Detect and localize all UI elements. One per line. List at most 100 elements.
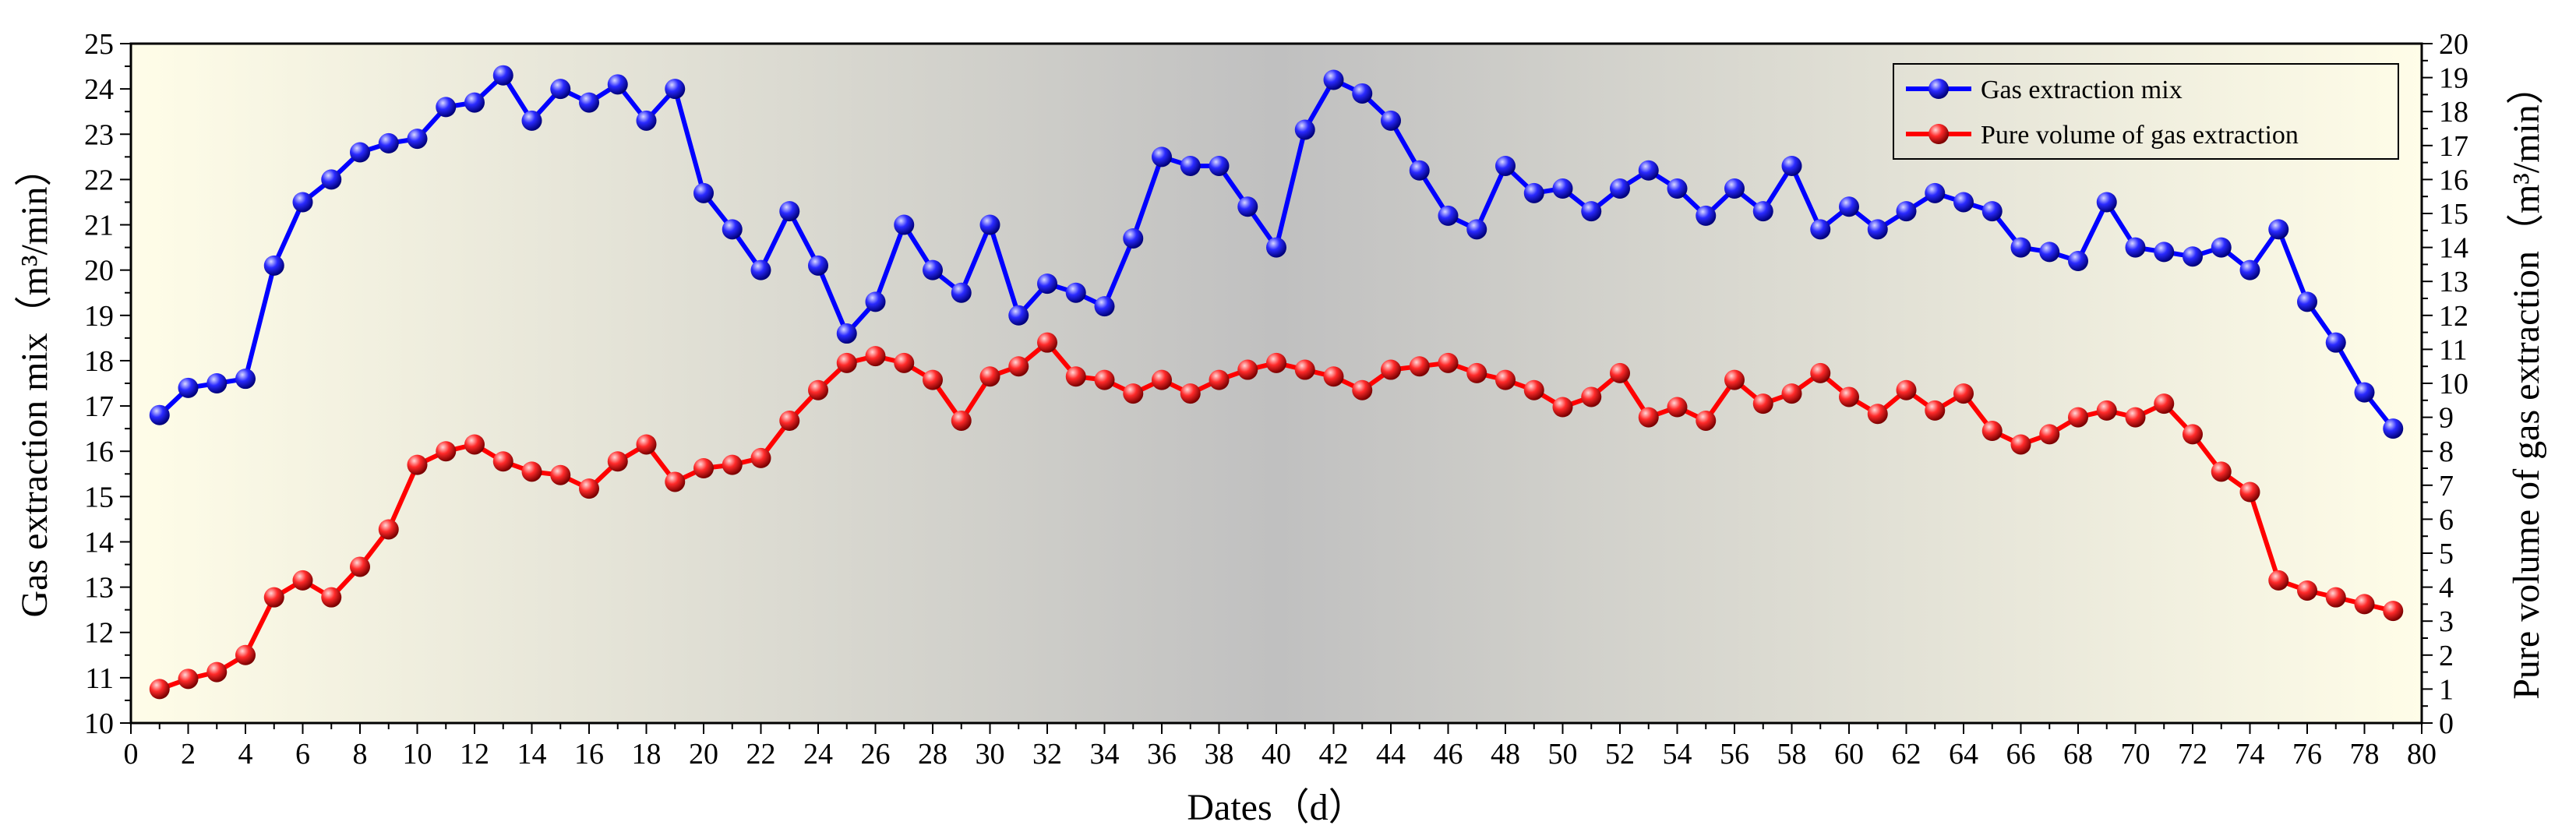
gas-extraction-mix-point [2154, 242, 2175, 263]
legend-pure-volume-marker [1928, 124, 1949, 144]
right-tick-label: 16 [2439, 164, 2468, 196]
gas-extraction-mix-point [1752, 201, 1773, 222]
x-tick-label: 12 [460, 738, 489, 771]
pure-volume-point [2183, 424, 2203, 445]
pure-volume-point [665, 471, 686, 492]
gas-extraction-mix-point [1581, 201, 1602, 222]
pure-volume-point [2383, 601, 2404, 622]
pure-volume-point [1696, 410, 1717, 431]
gas-extraction-mix-point [1409, 160, 1430, 181]
gas-extraction-mix-point [665, 79, 686, 100]
gas-extraction-mix-point [722, 219, 743, 240]
x-tick-label: 18 [632, 738, 662, 771]
right-tick-label: 17 [2439, 130, 2468, 163]
gas-extraction-mix-point [235, 369, 256, 390]
right-y-axis-title: Pure volume of gas extraction（m³/min） [2506, 67, 2547, 700]
pure-volume-point [492, 451, 513, 472]
gas-extraction-mix-point [2268, 219, 2289, 240]
x-axis-title: Dates（d） [1187, 787, 1365, 828]
pure-volume-point [2125, 407, 2146, 428]
gas-extraction-mix-point [1667, 178, 1688, 199]
pure-volume-point [321, 587, 342, 608]
left-tick-label: 25 [84, 28, 114, 61]
gas-extraction-mix-point [321, 169, 342, 190]
pure-volume-point [979, 366, 1000, 387]
pure-volume-point [1323, 366, 1344, 387]
right-tick-label: 9 [2439, 402, 2454, 435]
x-tick-label: 22 [746, 738, 776, 771]
pure-volume-point [750, 447, 771, 468]
x-tick-label: 16 [574, 738, 604, 771]
right-tick-label: 11 [2439, 333, 2468, 366]
x-tick-label: 74 [2235, 738, 2265, 771]
pure-volume-point [1981, 421, 2003, 442]
gas-extraction-mix-point [1810, 219, 1831, 240]
pure-volume-point [836, 352, 857, 373]
gas-extraction-mix-point [1724, 178, 1745, 199]
gas-extraction-mix-point [979, 214, 1000, 235]
right-tick-label: 19 [2439, 62, 2468, 95]
x-tick-label: 20 [689, 738, 718, 771]
pure-volume-point [1552, 397, 1573, 418]
gas-extraction-mix-point [1209, 155, 1230, 176]
left-y-axis: 10 11 12 13 14 15 16 17 18 19 20 21 22 23 24 25 [84, 28, 131, 740]
x-axis: 0 2 4 6 8 10 12 14 16 18 20 22 24 26 28 30 32 34 36 38 40 42 4… [124, 723, 2437, 771]
gas-extraction-mix-point [1152, 146, 1172, 168]
x-tick-label: 46 [1434, 738, 1463, 771]
gas-extraction-mix-point [2183, 246, 2203, 267]
gas-extraction-mix-point [1466, 219, 1487, 240]
x-tick-label: 0 [124, 738, 139, 771]
x-tick-label: 34 [1090, 738, 1120, 771]
left-tick-label: 14 [84, 526, 114, 559]
left-tick-label: 20 [84, 255, 114, 287]
gas-extraction-mix-point [2068, 251, 2088, 272]
pure-volume-point [1065, 366, 1086, 387]
pure-volume-point [808, 379, 828, 400]
left-tick-label: 13 [84, 572, 114, 605]
pure-volume-point [550, 464, 571, 485]
gas-extraction-mix-point [1925, 182, 1946, 203]
gas-extraction-mix-point [521, 110, 542, 131]
pure-volume-point [1581, 386, 1602, 407]
gas-extraction-mix-point [1953, 192, 1974, 213]
gas-extraction-mix-point [923, 259, 943, 280]
x-tick-label: 58 [1777, 738, 1807, 771]
right-tick-label: 2 [2439, 640, 2454, 672]
gas-extraction-mix-point [1381, 110, 1401, 131]
gas-extraction-mix-point [378, 132, 399, 153]
x-tick-label: 2 [181, 738, 196, 771]
pure-volume-point [2211, 461, 2232, 482]
right-tick-label: 13 [2439, 266, 2468, 298]
left-tick-label: 18 [84, 345, 114, 378]
x-tick-label: 62 [1892, 738, 1921, 771]
gas-extraction-mix-point [1610, 178, 1630, 199]
gas-extraction-mix-point [1180, 155, 1201, 176]
gas-extraction-mix-point [1896, 201, 1917, 222]
pure-volume-point [2297, 580, 2317, 601]
gas-extraction-mix-point [1294, 119, 1315, 140]
pure-volume-point [865, 346, 886, 367]
right-tick-label: 1 [2439, 673, 2454, 706]
pure-volume-point [1094, 369, 1115, 390]
gas-extraction-mix-point [1495, 155, 1516, 176]
pure-volume-point [1867, 404, 1888, 425]
left-tick-label: 19 [84, 300, 114, 333]
gas-extraction-mix-point [2383, 418, 2404, 439]
pure-volume-point [2010, 434, 2031, 455]
x-tick-label: 70 [2121, 738, 2151, 771]
pure-volume-point [1438, 352, 1459, 373]
left-tick-label: 10 [84, 707, 114, 740]
gas-extraction-mix-point [550, 79, 571, 100]
x-tick-label: 42 [1319, 738, 1349, 771]
pure-volume-point [350, 556, 370, 577]
gas-extraction-mix-point [779, 201, 800, 222]
x-tick-label: 54 [1663, 738, 1692, 771]
pure-volume-point [1352, 379, 1373, 400]
right-tick-label: 6 [2439, 503, 2454, 536]
right-tick-label: 14 [2439, 232, 2468, 265]
pure-volume-point [178, 668, 199, 690]
x-tick-label: 10 [403, 738, 432, 771]
legend-gas-extraction-mix-label: Gas extraction mix [1981, 76, 2183, 104]
left-tick-label: 12 [84, 617, 114, 650]
